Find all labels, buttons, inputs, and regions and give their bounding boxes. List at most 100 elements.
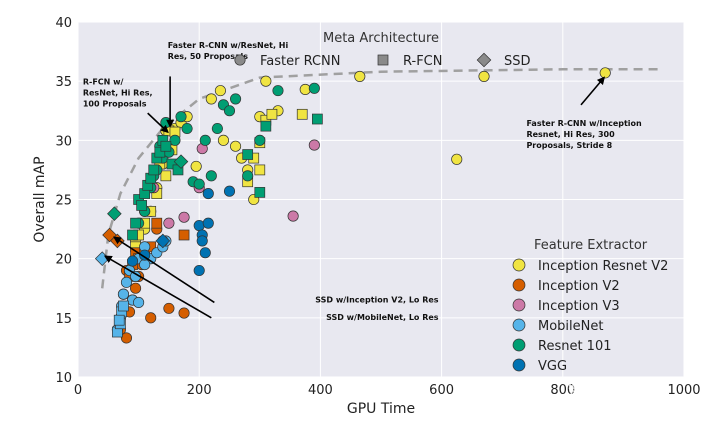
y-tick-label: 40 <box>55 16 72 31</box>
data-point <box>308 82 320 94</box>
feature-legend-swatch <box>512 258 526 272</box>
meta-legend-label: R-FCN <box>403 54 442 69</box>
data-point <box>478 70 490 82</box>
data-point <box>160 170 172 182</box>
data-point <box>223 105 236 117</box>
annotation-text: Res, 50 Proposals <box>168 52 249 61</box>
meta-architecture-legend: Meta Architecture Faster RCNN R-FCN SSD <box>234 31 531 69</box>
data-point <box>242 149 254 160</box>
meta-legend-label: SSD <box>504 54 531 69</box>
annotation-text: Faster R-CNN w/Inception <box>526 119 642 128</box>
feature-legend-label: Resnet 101 <box>538 339 612 354</box>
data-point <box>202 217 214 229</box>
data-point <box>202 188 214 200</box>
x-tick-label: 800 <box>550 383 575 398</box>
y-tick-label: 15 <box>55 312 72 327</box>
meta-legend-diamond-icon <box>476 52 492 68</box>
y-tick-label: 25 <box>55 194 72 209</box>
data-points <box>94 67 611 344</box>
data-point <box>312 113 323 125</box>
data-point <box>107 206 122 221</box>
annotation-text: ResNet, Hi Res, <box>83 89 153 98</box>
data-point <box>136 200 147 211</box>
annotation-arrow <box>147 112 169 134</box>
feature-legend-title: Feature Extractor <box>534 238 648 253</box>
data-point <box>223 185 236 197</box>
x-tick-label: 400 <box>308 383 333 398</box>
annotations: Faster R-CNN w/ResNet, Hi Res, 50 Proposa… <box>83 41 642 322</box>
data-point <box>354 70 366 82</box>
data-point <box>154 146 166 158</box>
feature-legend-label: Inception V3 <box>538 299 620 314</box>
data-point <box>178 307 190 319</box>
data-point <box>599 67 611 79</box>
data-point <box>260 75 272 87</box>
data-point <box>205 93 217 105</box>
annotation-text: Faster R-CNN w/ResNet, Hi <box>168 41 289 50</box>
x-tick-label: 0 <box>74 383 82 398</box>
feature-legend-label: VGG <box>538 359 567 374</box>
x-tick-labels: 0 200 400 600 800 1000 <box>74 383 701 398</box>
feature-legend-label: Inception Resnet V2 <box>538 259 668 274</box>
data-point <box>173 154 189 169</box>
data-point <box>148 164 160 176</box>
data-point <box>193 178 205 190</box>
watermark: 知乎 @金天 https://blog.csdn.net/qq_21997625 <box>455 380 666 419</box>
meta-legend-title: Meta Architecture <box>323 31 439 46</box>
data-point <box>230 140 242 152</box>
feature-legend-swatch <box>512 358 526 372</box>
meta-legend-square-icon <box>377 54 389 66</box>
data-point <box>287 210 299 222</box>
y-tick-label: 20 <box>55 253 72 268</box>
data-point <box>199 134 211 146</box>
feature-legend-label: Inception V2 <box>538 279 620 294</box>
data-point <box>272 85 284 97</box>
x-tick-label: 1000 <box>667 383 700 398</box>
annotation-text: Resnet, Hi Res, 300 <box>526 130 615 139</box>
feature-legend-swatch <box>512 318 526 332</box>
data-point <box>242 170 254 182</box>
data-point <box>308 139 320 151</box>
data-point <box>178 211 190 223</box>
data-point <box>178 229 190 241</box>
data-point <box>254 134 266 146</box>
meta-legend-label: Faster RCNN <box>260 54 341 69</box>
data-point <box>133 296 145 308</box>
grid <box>77 21 685 378</box>
annotation-arrow <box>103 255 212 319</box>
data-point <box>181 122 193 135</box>
data-point <box>120 332 133 344</box>
data-point <box>211 122 223 135</box>
data-point <box>254 187 266 198</box>
annotation-text: SSD w/Inception V2, Lo Res <box>315 295 439 304</box>
annotation-4: SSD w/Inception V2, Lo Res <box>113 236 439 304</box>
y-tick-labels: 10 15 20 25 30 35 40 <box>55 16 72 386</box>
annotation-text: SSD w/MobileNet, Lo Res <box>326 313 439 322</box>
annotation-1: Faster R-CNN w/ResNet, Hi Res, 50 Proposa… <box>166 41 289 128</box>
data-point <box>139 249 151 261</box>
data-point <box>205 170 217 182</box>
data-point <box>214 85 226 97</box>
data-point <box>266 108 278 120</box>
data-point <box>139 259 151 271</box>
data-point <box>145 312 157 324</box>
data-point <box>254 164 266 176</box>
meta-legend-circle-icon <box>234 54 246 66</box>
feature-legend-swatch <box>512 278 526 292</box>
x-axis-label: GPU Time <box>347 401 415 417</box>
data-point <box>126 255 139 267</box>
data-point <box>117 288 129 300</box>
data-point <box>151 217 163 229</box>
data-point <box>163 302 175 314</box>
x-tick-label: 600 <box>429 383 454 398</box>
y-axis-label: Overall mAP <box>32 156 48 242</box>
data-point <box>193 219 205 232</box>
y-tick-label: 30 <box>55 134 72 149</box>
feature-legend-swatch <box>512 298 526 312</box>
annotation-5: SSD w/MobileNet, Lo Res <box>103 255 439 322</box>
data-point <box>175 111 187 123</box>
data-point <box>120 276 133 288</box>
data-point <box>193 264 205 277</box>
data-point <box>230 93 242 105</box>
